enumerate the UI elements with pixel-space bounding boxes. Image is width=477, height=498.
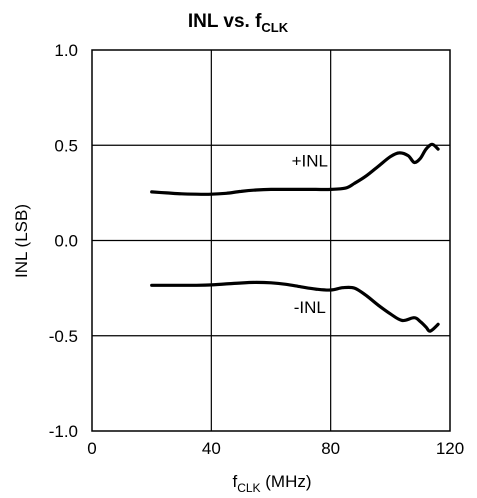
y-axis-label: INL (LSB) bbox=[12, 204, 31, 278]
y-tick-label: -1.0 bbox=[49, 422, 78, 441]
x-tick-label: 80 bbox=[321, 439, 340, 458]
y-tick-labels: 1.0 0.5 0.0 -0.5 -1.0 bbox=[49, 41, 78, 441]
y-tick-label: 0.5 bbox=[54, 136, 78, 155]
plot-frame bbox=[91, 49, 451, 432]
grid bbox=[92, 50, 450, 431]
chart-title-main: INL vs. f bbox=[188, 11, 262, 32]
x-axis-label-rest: (MHz) bbox=[261, 472, 312, 491]
series-lines bbox=[150, 142, 440, 333]
y-tick-label: 0.0 bbox=[54, 232, 78, 251]
series-line-plus-inl bbox=[150, 142, 440, 196]
x-tick-label: 120 bbox=[436, 439, 464, 458]
x-axis-label-sub: CLK bbox=[237, 481, 260, 495]
x-tick-label: 0 bbox=[87, 439, 96, 458]
series-line-minus-inl bbox=[150, 280, 440, 333]
y-tick-label: -0.5 bbox=[49, 327, 78, 346]
series-label: -INL bbox=[294, 298, 326, 317]
series-label: +INL bbox=[292, 151, 328, 170]
series-annotations: +INL -INL bbox=[292, 151, 328, 317]
x-tick-label: 40 bbox=[202, 439, 221, 458]
x-tick-labels: 0 40 80 120 bbox=[87, 439, 464, 458]
x-axis-label-main: f bbox=[232, 472, 237, 491]
chart-title: INL vs. fCLK bbox=[188, 11, 289, 35]
x-axis-label: fCLK (MHz) bbox=[232, 472, 311, 495]
y-tick-label: 1.0 bbox=[54, 41, 78, 60]
chart-title-sub: CLK bbox=[261, 20, 288, 35]
